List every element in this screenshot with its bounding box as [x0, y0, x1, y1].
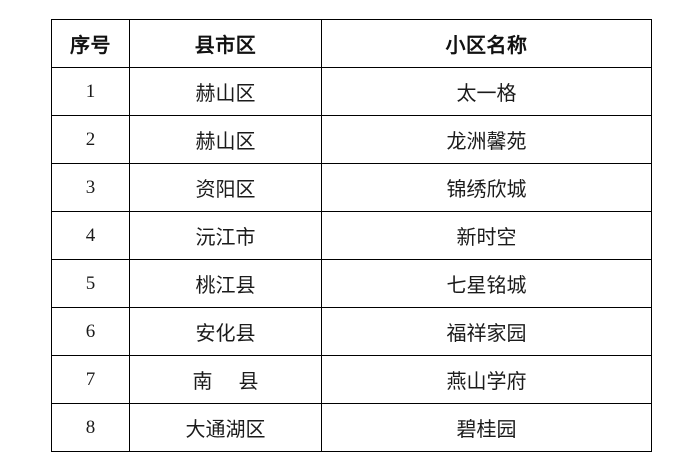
listing-table-container: 序号 县市区 小区名称 1 赫山区 太一格 2 赫山区 龙洲馨苑 3 资阳区 锦绣欣城 4 沅江市新… [51, 19, 652, 452]
cell-community-name: 碧桂园 [321, 403, 652, 452]
table-header-row: 序号 县市区 小区名称 [51, 19, 652, 68]
cell-region: 赫山区 [129, 67, 322, 116]
cell-region: 沅江市 [129, 211, 322, 260]
cell-index: 7 [51, 355, 130, 404]
column-header-index: 序号 [51, 19, 130, 68]
cell-index: 6 [51, 307, 130, 356]
cell-region: 赫山区 [129, 115, 322, 164]
cell-index: 8 [51, 403, 130, 452]
cell-community-name: 燕山学府 [321, 355, 652, 404]
cell-region: 大通湖区 [129, 403, 322, 452]
column-header-name: 小区名称 [321, 19, 652, 68]
cell-community-name: 龙洲馨苑 [321, 115, 652, 164]
table-row: 3 资阳区 锦绣欣城 [51, 163, 652, 212]
table-row: 5 桃江县 七星铭城 [51, 259, 652, 308]
cell-region: 资阳区 [129, 163, 322, 212]
cell-community-name: 福祥家园 [321, 307, 652, 356]
table-body: 1 赫山区 太一格 2 赫山区 龙洲馨苑 3 资阳区 锦绣欣城 4 沅江市 新时空 5 桃江县 七星铭城 6 安… [51, 67, 652, 452]
cell-community-name: 七星铭城 [321, 259, 652, 308]
table-row: 6 安化县 福祥家园 [51, 307, 652, 356]
table-row: 4 沅江市 新时空 [51, 211, 652, 260]
cell-community-name: 锦绣欣城 [321, 163, 652, 212]
cell-index: 4 [51, 211, 130, 260]
cell-community-name: 太一格 [321, 67, 652, 116]
table-row: 7 南县 燕山学府 [51, 355, 652, 404]
cell-region: 桃江县 [129, 259, 322, 308]
table-header: 序号 县市区 小区名称 [51, 19, 652, 68]
column-header-region: 县市区 [129, 19, 322, 68]
cell-index: 3 [51, 163, 130, 212]
cell-community-name: 新时空 [321, 211, 652, 260]
listing-table: 序号 县市区 小区名称 1 赫山区 太一格 2 赫山区 龙洲馨苑 3 资阳区 锦绣欣城 4 沅江市新… [51, 19, 652, 452]
cell-region: 南县 [129, 355, 322, 404]
table-row: 8 大通湖区 碧桂园 [51, 403, 652, 452]
cell-index: 1 [51, 67, 130, 116]
cell-region: 安化县 [129, 307, 322, 356]
table-row: 2 赫山区 龙洲馨苑 [51, 115, 652, 164]
table-row: 1 赫山区 太一格 [51, 67, 652, 116]
cell-index: 5 [51, 259, 130, 308]
cell-index: 2 [51, 115, 130, 164]
